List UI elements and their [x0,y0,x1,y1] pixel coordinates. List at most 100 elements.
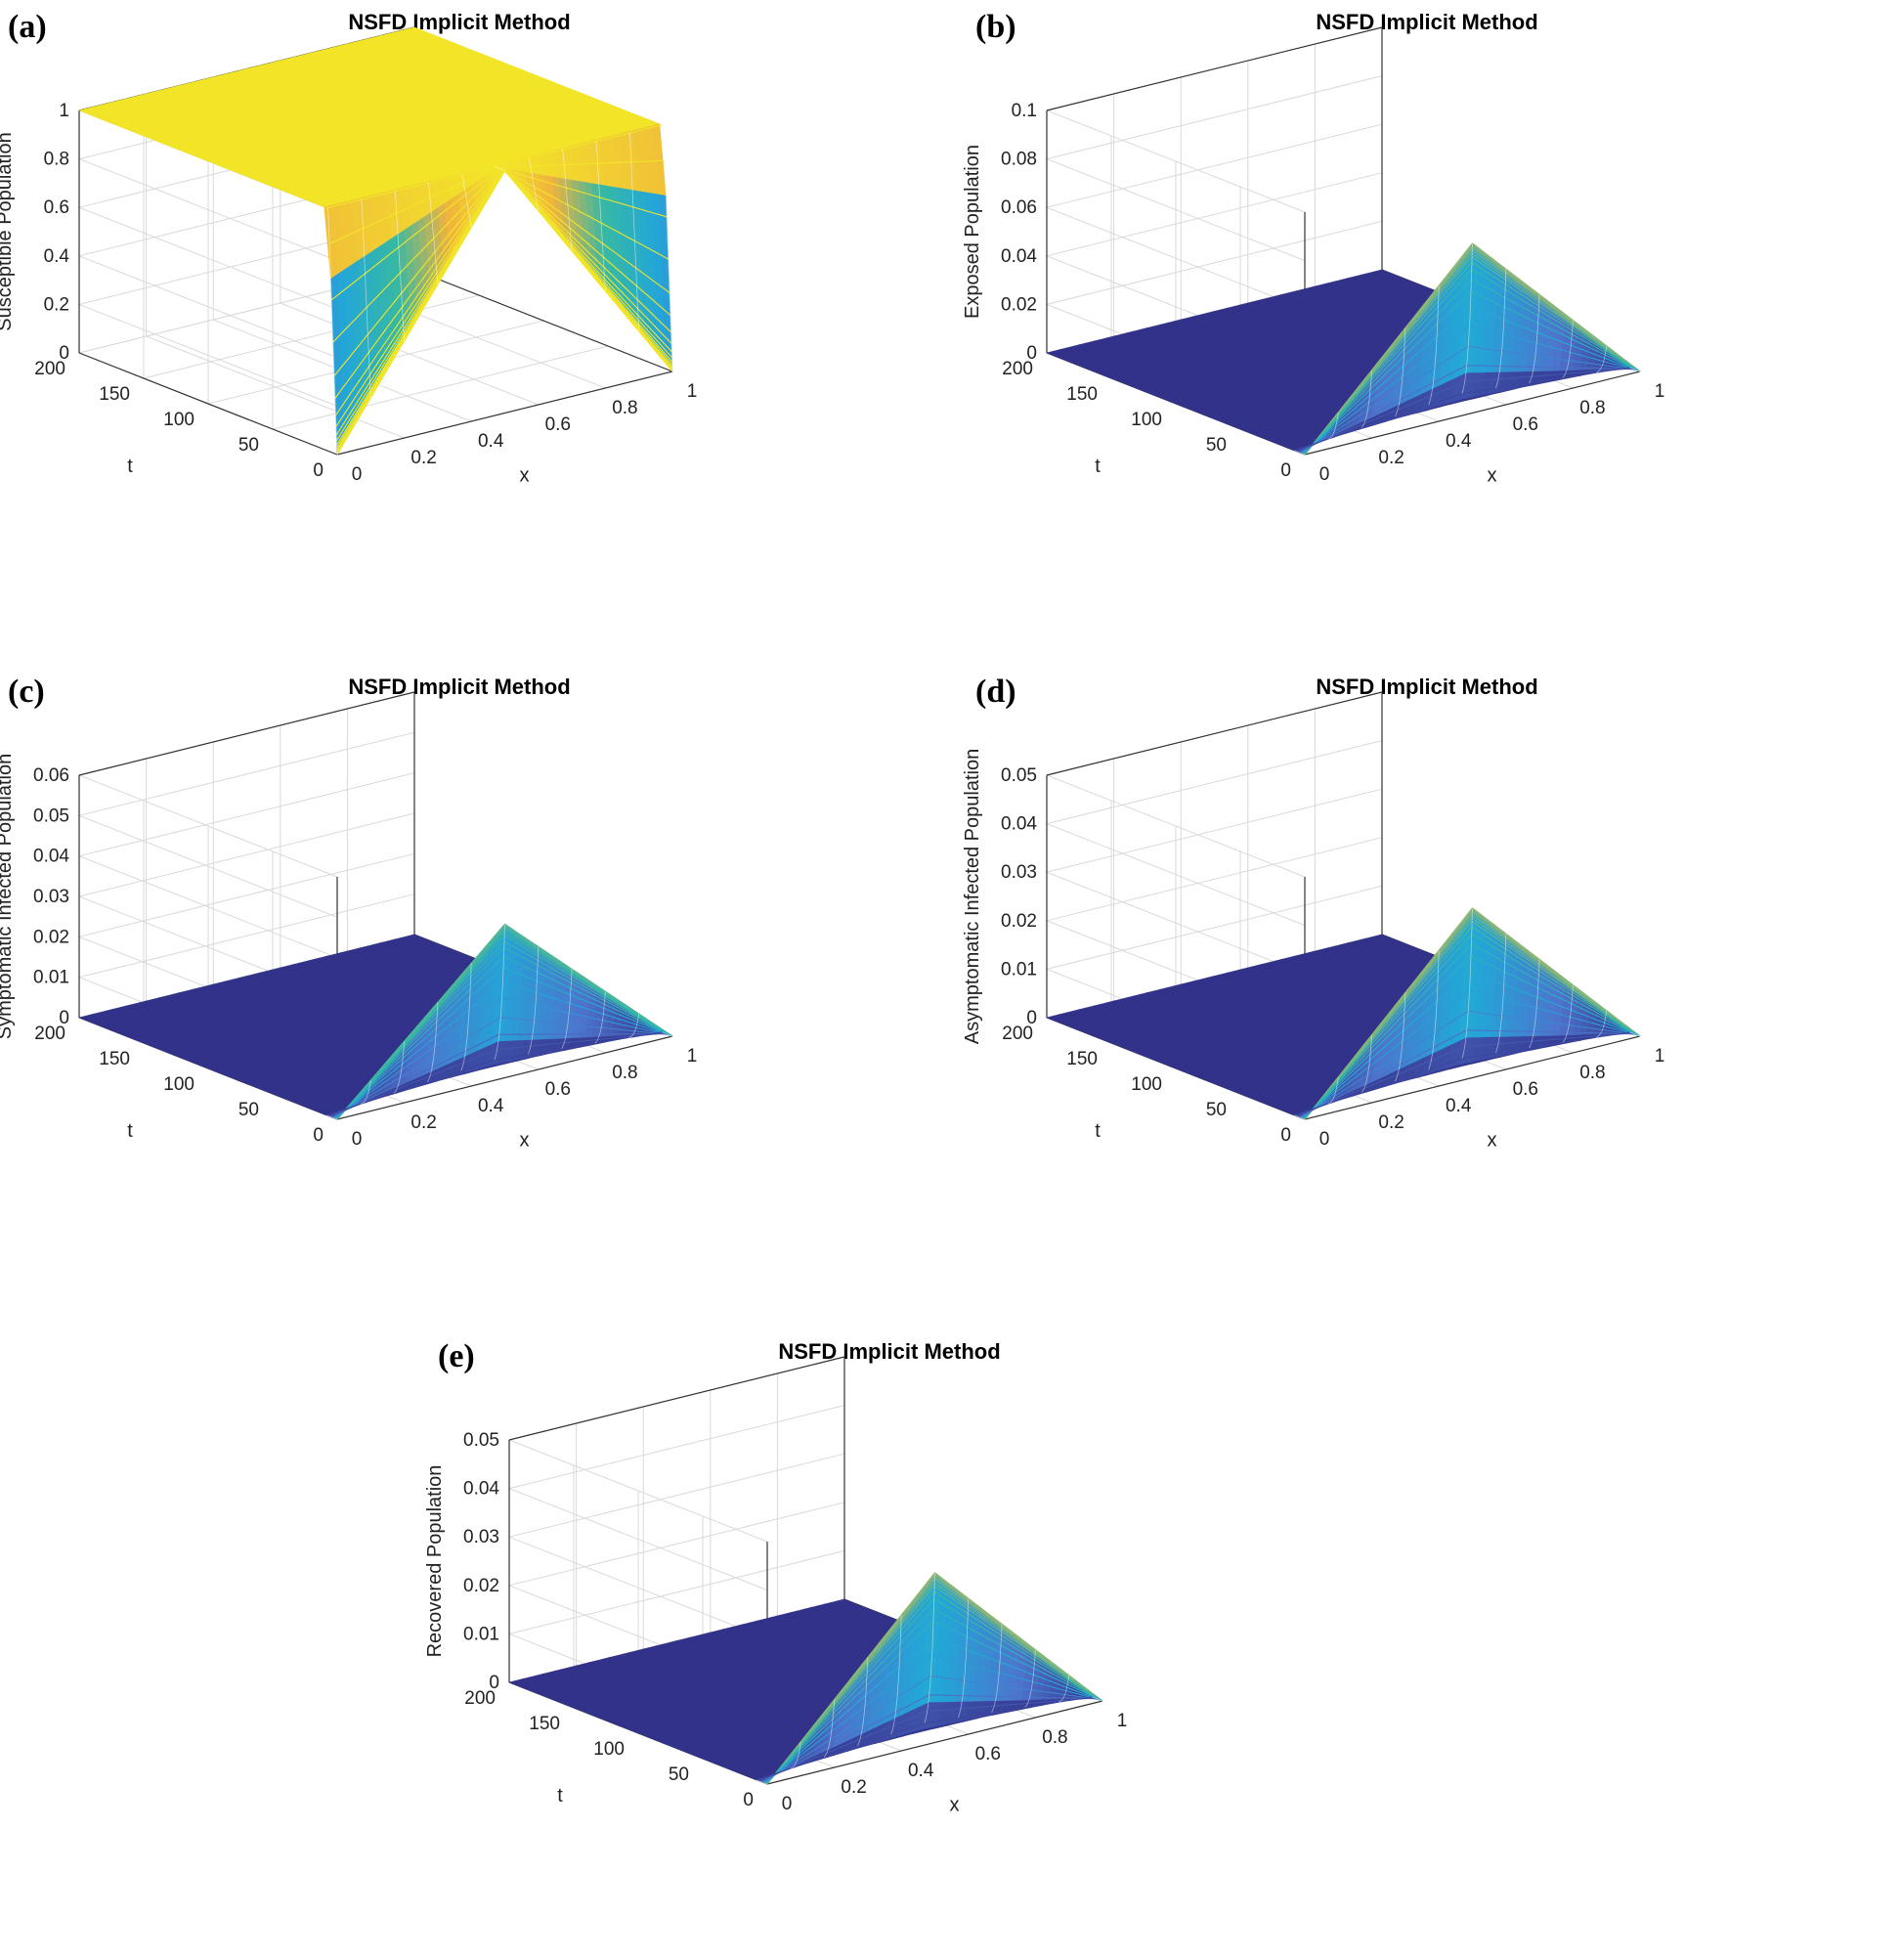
t-axis-label: t [127,456,133,477]
t-tick-label: 150 [99,384,130,405]
z-tick-label: 0.02 [1001,294,1037,315]
t-axis-label: t [557,1785,563,1807]
z-tick-label: 0.04 [1001,814,1037,835]
x-tick-label: 0.2 [1378,1112,1404,1133]
x-axis-label: x [520,1130,530,1152]
x-tick-labels: 0 0.2 0.4 0.6 0.8 1 [1319,1046,1665,1150]
z-tick-labels: 0 0.01 0.02 0.03 0.04 0.05 [463,1430,499,1693]
z-axis-label: Susceptible Population [0,132,16,330]
z-tick-label: 1 [59,101,69,121]
x-axis-label: x [950,1795,960,1816]
x-tick-label: 1 [1655,381,1665,402]
chart-title: NSFD Implicit Method [348,10,570,34]
z-tick-label: 0.05 [1001,765,1037,786]
panel-label: (e) [438,1338,475,1374]
panel-e: (e) NSFD Implicit Method 0 0.01 0.02 0.03 0.04… [424,1329,1339,1955]
z-axis-label: Asymptomatic Infected Population [962,749,983,1044]
z-tick-label: 0.06 [33,765,69,786]
z-tick-label: 0 [489,1673,499,1693]
t-tick-label: 0 [1280,460,1291,481]
surface-mesh [326,124,673,456]
x-tick-label: 0.2 [410,448,436,468]
x-tick-label: 1 [687,381,698,402]
panel-label: (b) [975,9,1016,45]
x-tick-labels: 0 0.2 0.4 0.6 0.8 1 [352,1046,698,1150]
panel-label: (d) [975,674,1016,710]
chart-d: (d) NSFD Implicit Method 0 0.01 0.02 0.03 0.04… [962,674,1665,1152]
z-axis-label: Symptomatic Infected Population [0,754,16,1039]
x-tick-label: 0 [352,1129,363,1150]
t-tick-label: 100 [593,1739,625,1760]
z-tick-label: 0.1 [1012,101,1037,121]
x-tick-label: 0.4 [1446,431,1472,452]
t-tick-label: 0 [313,1125,324,1146]
chart-e: (e) NSFD Implicit Method 0 0.01 0.02 0.03 0.04… [424,1338,1128,1816]
x-tick-label: 0.4 [478,1096,504,1116]
t-axis-label: t [127,1120,133,1142]
z-tick-label: 0.01 [463,1624,499,1644]
x-axis-label: x [1488,1130,1497,1152]
x-tick-label: 0.8 [612,1063,637,1083]
z-tick-label: 0 [59,343,69,364]
z-tick-label: 0.8 [44,150,69,170]
x-tick-label: 0 [1319,1129,1330,1150]
chart-title: NSFD Implicit Method [1316,10,1537,34]
x-tick-label: 0.4 [478,431,504,452]
panel-label: (c) [8,674,45,710]
z-tick-label: 0.03 [1001,862,1037,883]
surface-mesh [1294,242,1641,456]
chart-b: (b) NSFD Implicit Method 0 0.02 0.04 0.06 0.08… [962,9,1665,487]
t-tick-label: 200 [1002,1024,1033,1044]
x-tick-label: 1 [687,1046,698,1067]
t-tick-labels: 0 50 100 150 200 [464,1688,754,1810]
z-tick-label: 0.08 [1001,150,1037,170]
z-axis-label: Recovered Population [424,1465,446,1658]
t-tick-label: 100 [1131,410,1162,430]
z-tick-label: 0.01 [33,968,69,988]
z-tick-label: 0.04 [33,847,69,867]
x-tick-label: 0.8 [1579,1063,1605,1083]
z-tick-label: 0 [1026,1008,1037,1028]
z-tick-label: 0.06 [1001,197,1037,218]
x-tick-label: 0.4 [1446,1096,1472,1116]
t-axis-label: t [1095,456,1101,477]
t-tick-label: 150 [1066,384,1098,405]
x-tick-labels: 0 0.2 0.4 0.6 0.8 1 [1319,381,1665,485]
z-tick-labels: 0 0.02 0.04 0.06 0.08 0.1 [1001,101,1037,364]
panel-a: (a) NSFD Implicit Method 0 0.2 0.4 0.6 0.8 1 0 50… [0,0,909,645]
z-tick-label: 0.01 [1001,959,1037,980]
z-tick-label: 0.02 [463,1576,499,1596]
x-tick-labels: 0 0.2 0.4 0.6 0.8 1 [782,1711,1128,1814]
x-tick-label: 0 [352,464,363,485]
x-tick-label: 0 [782,1794,793,1814]
chart-title: NSFD Implicit Method [348,675,570,699]
x-tick-label: 0.8 [612,398,637,418]
z-tick-label: 0.2 [44,294,69,315]
t-tick-label: 100 [163,410,194,430]
x-tick-label: 0.6 [1513,1079,1538,1100]
t-tick-label: 50 [669,1764,689,1785]
panel-b: (b) NSFD Implicit Method 0 0.02 0.04 0.06 0.08… [962,0,1877,645]
t-tick-label: 50 [238,1100,259,1120]
z-tick-label: 0 [1026,343,1037,364]
z-tick-label: 0.02 [1001,911,1037,932]
z-tick-label: 0.6 [44,197,69,218]
z-tick-labels: 0 0.01 0.02 0.03 0.04 0.05 0.06 [33,765,69,1028]
surface [78,26,673,457]
x-axis-label: x [520,465,530,487]
t-tick-label: 150 [99,1049,130,1069]
x-tick-label: 0.2 [841,1777,866,1798]
x-axis-label: x [1488,465,1497,487]
t-tick-label: 50 [1206,1100,1227,1120]
t-tick-label: 100 [163,1074,194,1095]
x-tick-labels: 0 0.2 0.4 0.6 0.8 1 [352,381,698,485]
x-tick-label: 0.8 [1042,1727,1067,1748]
t-tick-labels: 0 50 100 150 200 [1002,359,1291,481]
t-tick-label: 0 [313,460,324,481]
t-tick-labels: 0 50 100 150 200 [34,1024,324,1146]
x-tick-label: 1 [1655,1046,1665,1067]
x-tick-label: 0.6 [975,1744,1001,1764]
surface-mesh [756,1572,1103,1785]
x-tick-label: 0.2 [410,1112,436,1133]
surface-mesh [1294,907,1641,1120]
